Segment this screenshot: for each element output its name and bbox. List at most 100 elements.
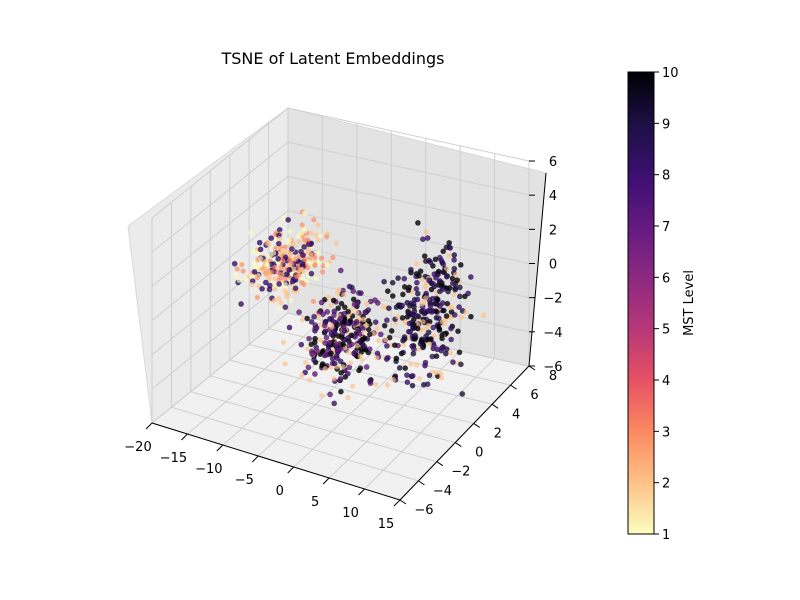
data-point	[266, 282, 273, 289]
data-point	[350, 296, 357, 303]
data-point	[413, 312, 420, 319]
data-point	[280, 258, 286, 264]
y-tick-mark	[510, 384, 517, 390]
data-point	[274, 269, 281, 275]
x-tick-label: −5	[235, 473, 254, 488]
y-tick-mark	[491, 403, 499, 409]
data-point	[451, 265, 458, 272]
z-tick-label: 4	[549, 189, 557, 204]
data-point	[309, 230, 315, 236]
data-point	[399, 314, 406, 321]
data-point	[288, 246, 295, 252]
data-point	[299, 266, 305, 272]
data-point	[362, 309, 369, 316]
data-point	[293, 256, 299, 262]
data-point	[257, 262, 263, 268]
data-point	[256, 239, 263, 246]
data-point	[363, 322, 369, 328]
data-point	[402, 320, 408, 326]
data-point	[278, 265, 284, 271]
chart-title: TSNE of Latent Embeddings	[220, 49, 444, 68]
data-point	[456, 293, 463, 300]
data-point	[401, 275, 408, 282]
data-point	[313, 275, 319, 282]
x-tick-label: −10	[195, 462, 222, 477]
data-point	[451, 311, 458, 318]
data-point	[238, 301, 244, 307]
data-point	[354, 343, 360, 349]
data-point	[345, 395, 351, 401]
data-point	[430, 324, 437, 331]
data-point	[425, 329, 432, 336]
data-point	[374, 325, 380, 331]
data-point	[407, 328, 414, 335]
data-point	[311, 371, 318, 377]
data-point	[325, 294, 332, 300]
data-point	[288, 271, 295, 277]
data-point	[335, 305, 342, 312]
data-point	[354, 310, 360, 316]
data-point	[330, 297, 337, 304]
data-point	[328, 302, 334, 309]
data-point	[337, 358, 344, 365]
data-point	[383, 356, 390, 362]
data-point	[281, 248, 287, 254]
data-point	[344, 370, 351, 377]
data-point	[461, 293, 468, 300]
data-point	[449, 280, 456, 287]
data-point	[419, 276, 425, 282]
data-point	[331, 376, 337, 382]
colorbar-tick-label: 4	[662, 374, 670, 389]
z-tick-label: −2	[543, 292, 562, 307]
data-point	[438, 375, 445, 381]
data-point	[322, 366, 328, 372]
data-point	[287, 252, 293, 259]
data-point	[409, 372, 416, 379]
data-point	[348, 360, 354, 366]
data-point	[440, 307, 447, 314]
y-tick-mark	[436, 461, 444, 467]
data-point	[318, 321, 324, 328]
data-point	[318, 299, 325, 306]
data-point	[326, 315, 333, 322]
data-point	[299, 317, 306, 323]
data-point	[413, 279, 420, 286]
data-point	[312, 262, 318, 268]
data-point	[331, 400, 338, 407]
data-point	[328, 331, 335, 338]
data-point	[456, 284, 463, 291]
data-point	[380, 303, 386, 310]
data-point	[357, 353, 363, 359]
y-tick-mark	[455, 442, 462, 447]
colorbar-label: MST Level	[682, 270, 697, 336]
colorbar-tick-label: 2	[662, 477, 670, 492]
data-point	[448, 325, 454, 332]
data-point	[273, 245, 279, 251]
data-point	[317, 233, 323, 239]
data-point	[420, 344, 426, 351]
data-point	[408, 361, 414, 367]
data-point	[338, 369, 344, 376]
data-point	[426, 277, 433, 284]
data-point	[400, 349, 407, 356]
data-point	[452, 286, 459, 293]
data-point	[402, 365, 409, 371]
z-grid-line	[151, 175, 530, 287]
data-point	[424, 235, 431, 241]
data-point	[276, 236, 283, 242]
z-tick-label: 6	[549, 155, 557, 170]
data-point	[266, 241, 272, 247]
data-point	[442, 321, 448, 327]
y-tick-label: 2	[494, 426, 502, 441]
data-point	[352, 348, 359, 355]
data-point	[420, 307, 427, 314]
data-point	[456, 349, 463, 356]
x-tick-mark	[181, 433, 188, 441]
data-point	[310, 298, 316, 304]
x-tick-mark	[145, 422, 153, 430]
data-point	[434, 301, 441, 308]
data-point	[457, 261, 464, 268]
data-point	[326, 339, 333, 346]
